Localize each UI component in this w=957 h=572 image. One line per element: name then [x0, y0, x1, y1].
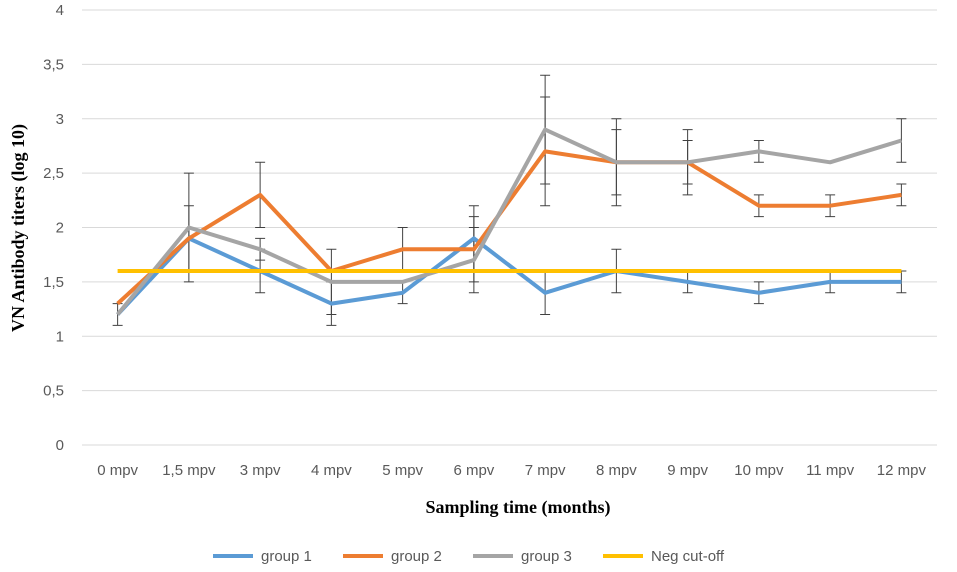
legend-item: group 2	[343, 548, 442, 565]
legend-label: group 2	[391, 548, 442, 565]
legend-item: Neg cut-off	[603, 548, 725, 565]
x-tick-label: 6 mpv	[453, 462, 494, 479]
series-lines	[116, 127, 902, 316]
y-tick-label: 3,5	[43, 56, 64, 73]
legend-label: group 3	[521, 548, 572, 565]
y-tick-label: 3	[56, 111, 64, 128]
x-axis-title: Sampling time (months)	[425, 497, 610, 518]
series-line-group-2	[116, 149, 902, 306]
x-axis-ticks: 0 mpv 1,5 mpv 3 mpv 4 mpv 5 mpv 6 mpv 7 mpv 8 m…	[97, 462, 926, 479]
y-tick-label: 0	[56, 437, 64, 454]
x-tick-label: 5 mpv	[382, 462, 423, 479]
x-tick-label: 12 mpv	[877, 462, 927, 479]
x-tick-label: 8 mpv	[596, 462, 637, 479]
y-tick-label: 1	[56, 328, 64, 345]
x-tick-label: 11 mpv	[806, 462, 855, 479]
legend-item: group 3	[473, 548, 572, 565]
y-tick-label: 2	[56, 220, 64, 237]
legend-item: group 1	[213, 548, 312, 565]
series-line-group-3	[116, 127, 902, 316]
gridlines	[82, 9, 937, 446]
legend-label: Neg cut-off	[651, 548, 725, 565]
y-axis-ticks: 0 0,5 1 1,5 2 2,5 3 3,5 4	[43, 2, 64, 454]
x-tick-label: 10 mpv	[734, 462, 784, 479]
y-axis-title: VN Antibody titers (log 10)	[8, 124, 29, 332]
x-tick-label: 0 mpv	[97, 462, 138, 479]
x-tick-label: 4 mpv	[311, 462, 352, 479]
x-tick-label: 7 mpv	[525, 462, 566, 479]
y-tick-label: 0,5	[43, 383, 64, 400]
series-line-group-1	[116, 236, 902, 316]
x-tick-label: 9 mpv	[667, 462, 708, 479]
y-tick-label: 1,5	[43, 274, 64, 291]
x-tick-label: 1,5 mpv	[162, 462, 216, 479]
x-tick-label: 3 mpv	[240, 462, 281, 479]
legend: group 1 group 2 group 3 Neg cut-off	[213, 548, 725, 565]
y-tick-label: 4	[56, 2, 64, 19]
y-tick-label: 2,5	[43, 165, 64, 182]
legend-label: group 1	[261, 548, 312, 565]
